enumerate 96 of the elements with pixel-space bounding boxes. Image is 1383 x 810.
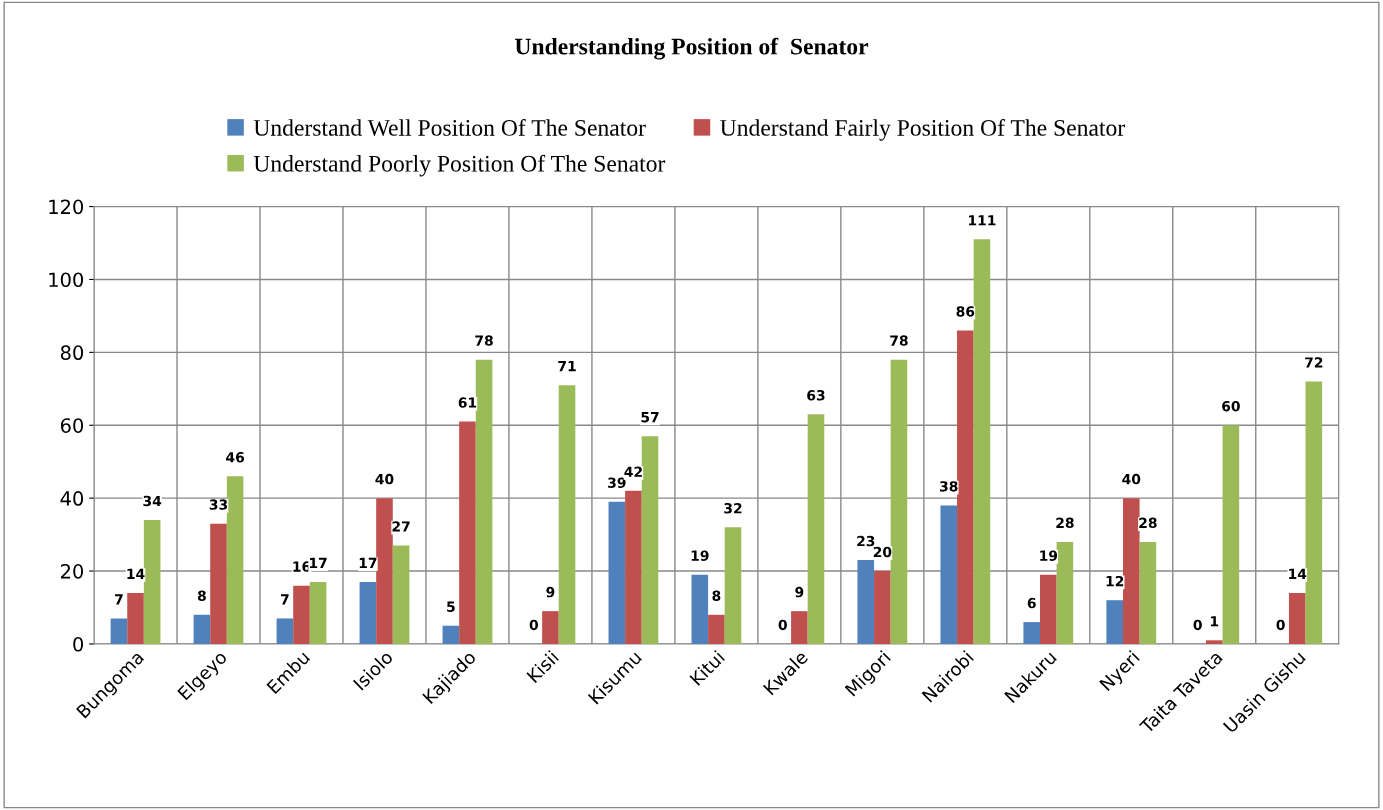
data-label: 28 — [1139, 517, 1157, 529]
bar — [193, 614, 211, 644]
data-label: 19 — [1040, 550, 1058, 561]
bar — [1123, 498, 1140, 644]
data-label: 12 — [1106, 575, 1124, 587]
data-label: 7 — [281, 594, 289, 605]
bar — [359, 581, 377, 644]
data-label: 8 — [712, 590, 721, 601]
y-tick-label: 60 — [60, 418, 84, 433]
data-label: 86 — [956, 306, 975, 317]
bar — [1305, 381, 1323, 644]
legend-label: Understand Well Position Of The Senator — [253, 119, 646, 136]
bar — [442, 625, 460, 644]
bar — [1023, 622, 1041, 644]
y-tick-label: 40 — [60, 491, 84, 506]
data-label: 111 — [969, 215, 996, 226]
bar — [708, 614, 725, 644]
bar — [857, 560, 875, 644]
bar — [226, 476, 244, 644]
data-label: 1 — [1211, 616, 1219, 627]
data-label: 32 — [724, 503, 742, 514]
bar — [1106, 600, 1123, 644]
data-label: 28 — [1056, 517, 1074, 529]
bar — [558, 385, 576, 644]
data-label: 0 — [1276, 619, 1285, 631]
chart-title: Understanding Position of Senator — [514, 37, 869, 60]
data-label: 63 — [807, 390, 825, 401]
data-label: 0 — [1193, 619, 1202, 631]
data-label: 61 — [458, 397, 477, 408]
data-label: 8 — [197, 590, 206, 601]
y-tick-label: 120 — [49, 199, 84, 215]
bar — [542, 611, 559, 644]
data-label: 0 — [778, 619, 787, 631]
bar — [874, 571, 891, 644]
bar — [724, 527, 742, 644]
bar — [1139, 541, 1157, 644]
bar — [309, 581, 327, 644]
bar — [1205, 640, 1223, 644]
bar — [625, 490, 642, 644]
data-label: 5 — [447, 601, 455, 612]
data-label: 57 — [641, 412, 659, 423]
bar — [608, 501, 626, 644]
bar — [475, 359, 493, 644]
data-label: 23 — [857, 535, 875, 547]
bar — [392, 545, 410, 644]
data-label: 72 — [1305, 357, 1323, 368]
bar — [110, 618, 128, 644]
bar — [691, 574, 709, 644]
bar — [210, 523, 227, 644]
bar — [376, 498, 393, 644]
y-tick-label: 80 — [60, 345, 84, 361]
data-label: 78 — [475, 335, 493, 346]
data-label: 60 — [1222, 400, 1240, 412]
legend-label: Understand Fairly Position Of The Senator — [720, 119, 1125, 141]
data-label: 17 — [309, 557, 327, 568]
data-label: 14 — [1289, 568, 1307, 579]
data-label: 34 — [143, 495, 162, 507]
bar — [459, 421, 476, 644]
data-label: 40 — [375, 473, 394, 485]
legend-label: Understand Poorly Position Of The Senator — [253, 154, 666, 177]
data-label: 46 — [226, 451, 245, 463]
bar — [890, 359, 908, 644]
bar — [276, 618, 294, 644]
data-label: 9 — [546, 586, 555, 598]
data-label: 71 — [558, 361, 576, 372]
data-label: 0 — [529, 619, 539, 631]
data-label: 27 — [392, 521, 410, 532]
y-tick-label: 20 — [61, 564, 84, 579]
y-tick-label: 100 — [49, 272, 84, 288]
data-label: 38 — [940, 481, 958, 492]
bar — [293, 585, 310, 644]
data-label: 33 — [209, 499, 228, 510]
bar — [957, 330, 974, 644]
bar — [1040, 574, 1057, 644]
bar — [641, 436, 659, 644]
data-label: 6 — [1027, 597, 1036, 609]
bar — [973, 239, 991, 644]
data-label: 19 — [691, 550, 709, 561]
data-label: 20 — [873, 546, 892, 558]
y-tick-label: 0 — [73, 636, 84, 652]
data-label: 17 — [359, 557, 377, 568]
bar — [1222, 425, 1240, 644]
bar — [1288, 592, 1306, 644]
data-label: 42 — [624, 466, 642, 477]
data-label: 9 — [795, 586, 804, 598]
data-label: 39 — [608, 477, 626, 488]
data-label: 14 — [127, 568, 145, 579]
bar — [940, 505, 958, 644]
data-label: 78 — [890, 335, 908, 346]
bar — [127, 592, 144, 644]
data-label: 40 — [1122, 473, 1141, 485]
bar — [1056, 541, 1074, 644]
bar — [143, 520, 161, 644]
bar — [807, 414, 825, 644]
data-label: 7 — [115, 594, 123, 605]
bar — [791, 611, 808, 644]
